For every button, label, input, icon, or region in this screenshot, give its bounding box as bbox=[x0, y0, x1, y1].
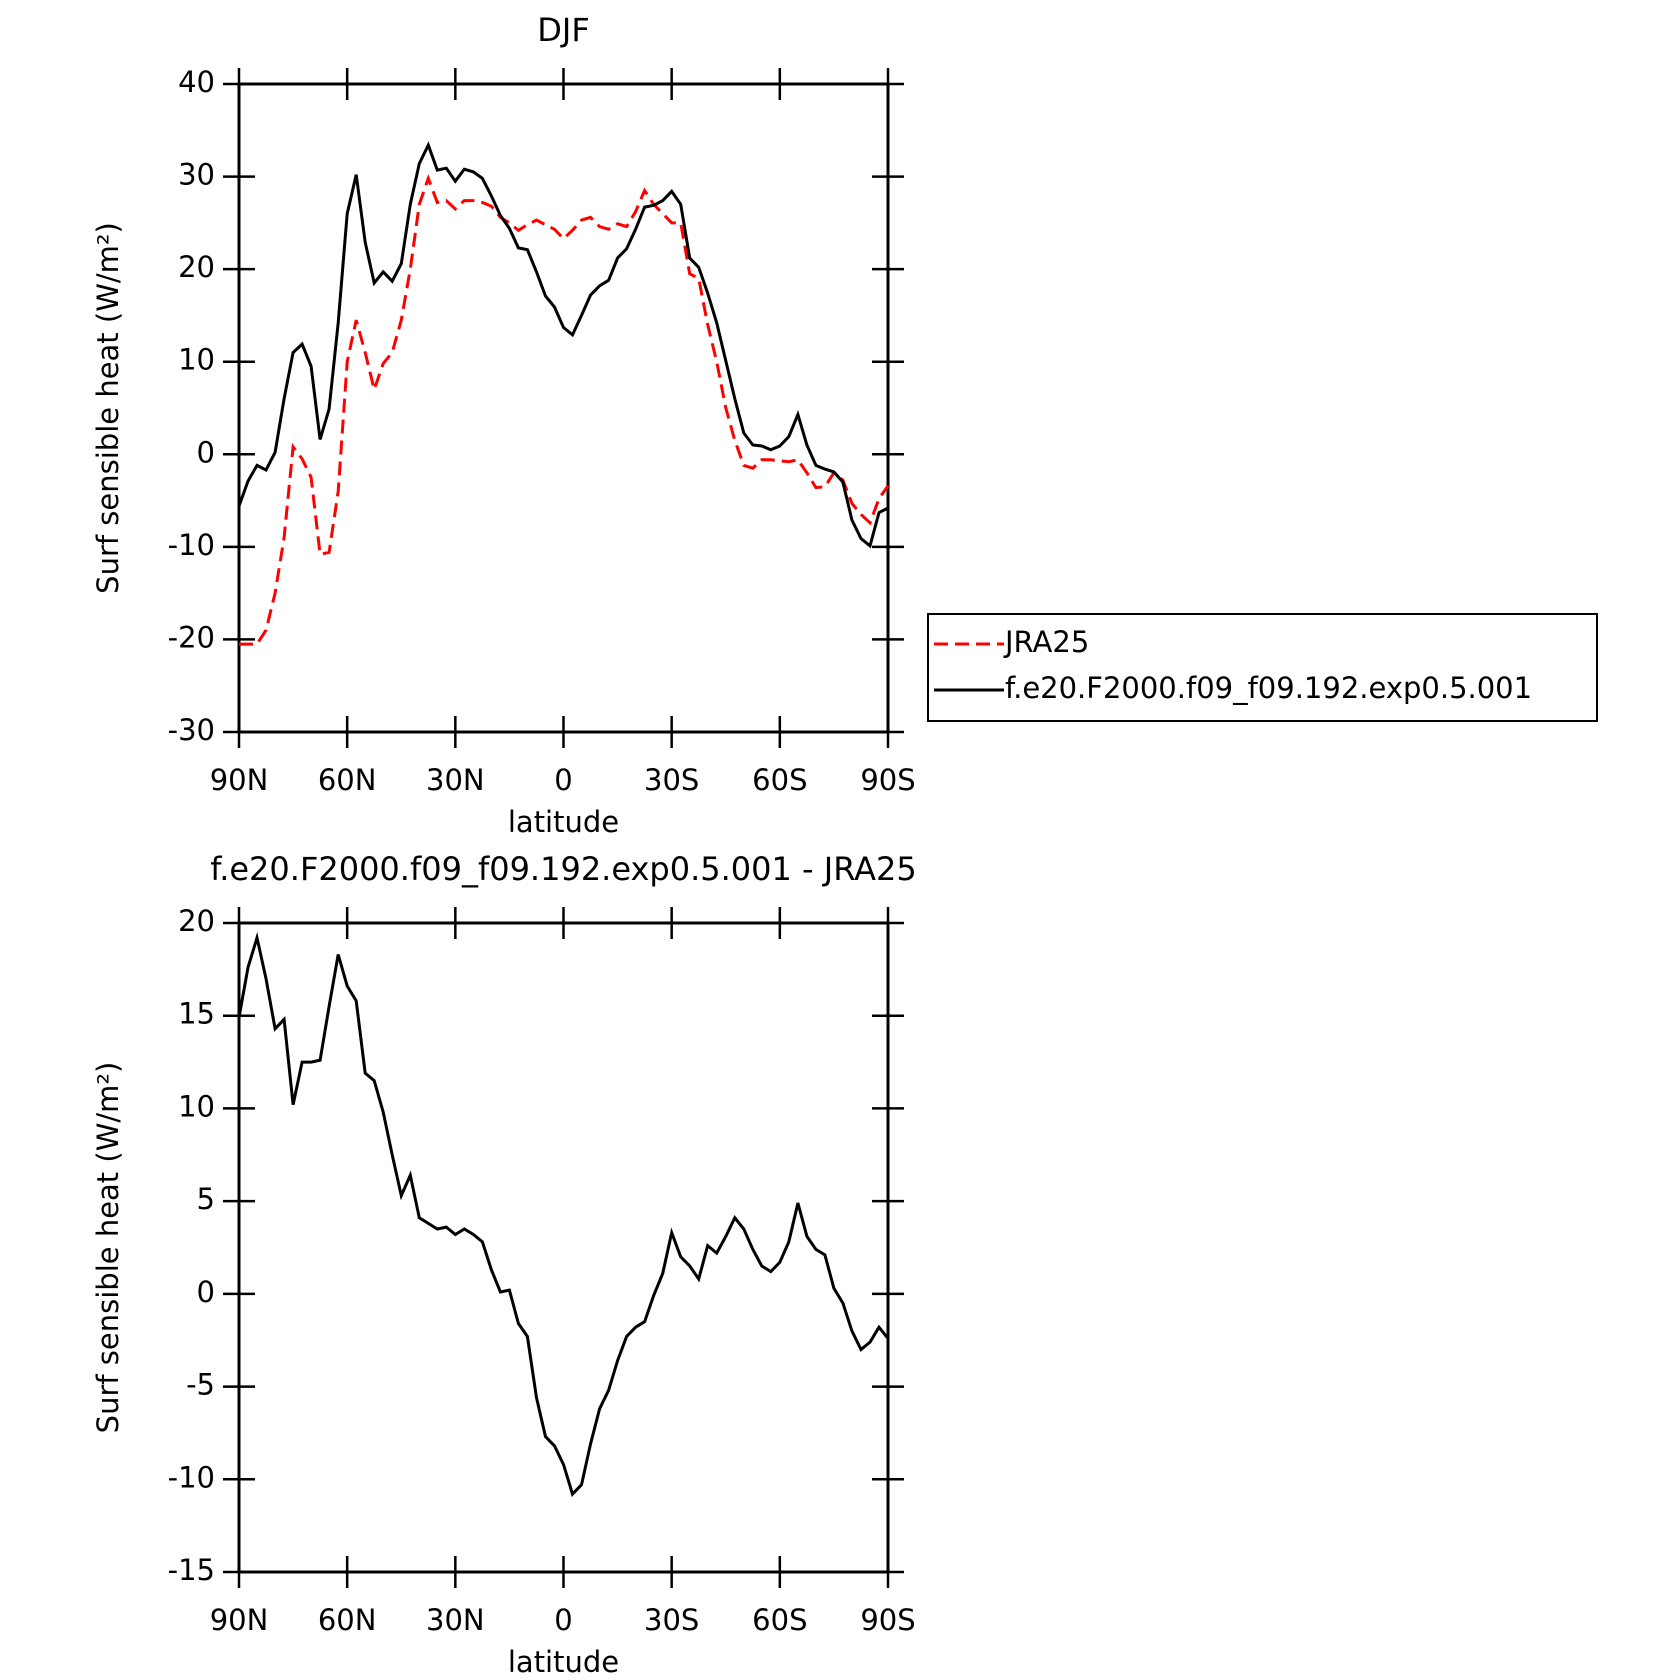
y-tick-label: 0 bbox=[197, 435, 215, 469]
data-line bbox=[237, 931, 890, 1497]
x-tick-label: 30S bbox=[644, 1603, 699, 1637]
y-tick-label: 20 bbox=[178, 250, 215, 284]
x-tick-label: 60N bbox=[318, 763, 377, 797]
data-line bbox=[239, 173, 890, 646]
x-tick-label: 90N bbox=[210, 763, 269, 797]
x-tick-label: 60N bbox=[318, 1603, 377, 1637]
x-tick-label: 90S bbox=[860, 763, 915, 797]
x-tick-label: 60S bbox=[752, 1603, 807, 1637]
y-tick-label: 10 bbox=[178, 343, 215, 377]
x-tick-label: 30S bbox=[644, 763, 699, 797]
legend-label: f.e20.F2000.f09_f09.192.exp0.5.001 bbox=[1005, 671, 1532, 705]
y-tick-label: -10 bbox=[168, 1460, 215, 1494]
y-tick-label: 20 bbox=[178, 904, 215, 938]
data-line bbox=[237, 141, 889, 549]
y-tick-label: -15 bbox=[168, 1553, 215, 1587]
x-tick-label: 30N bbox=[426, 763, 485, 797]
y-tick-label: 10 bbox=[178, 1089, 215, 1123]
y-tick-label: -20 bbox=[168, 620, 215, 654]
x-tick-label: 30N bbox=[426, 1603, 485, 1637]
x-tick-label: 90S bbox=[860, 1603, 915, 1637]
legend-label: JRA25 bbox=[1003, 625, 1089, 659]
legend-box bbox=[927, 613, 1598, 722]
y-tick-label: 0 bbox=[197, 1275, 215, 1309]
chart-title: DJF bbox=[537, 11, 589, 49]
chart-title: f.e20.F2000.f09_f09.192.exp0.5.001 - JRA… bbox=[210, 850, 916, 888]
plot-frame bbox=[237, 82, 890, 734]
y-tick-label: 15 bbox=[178, 997, 215, 1031]
y-tick-label: 5 bbox=[197, 1182, 215, 1216]
x-tick-label: 60S bbox=[752, 763, 807, 797]
x-tick-label: 0 bbox=[554, 1603, 572, 1637]
y-tick-label: -30 bbox=[168, 713, 215, 747]
y-axis-label: Surf sensible heat (W/m²) bbox=[91, 222, 125, 594]
x-axis-label: latitude bbox=[508, 805, 619, 839]
y-tick-label: -5 bbox=[186, 1368, 215, 1402]
x-tick-label: 90N bbox=[210, 1603, 269, 1637]
y-axis-label: Surf sensible heat (W/m²) bbox=[91, 1062, 125, 1434]
x-axis-label: latitude bbox=[508, 1645, 619, 1679]
plot-frame bbox=[237, 921, 890, 1574]
y-tick-label: -10 bbox=[168, 528, 215, 562]
y-tick-label: 40 bbox=[178, 65, 215, 99]
x-tick-label: 0 bbox=[554, 763, 572, 797]
y-tick-label: 30 bbox=[178, 158, 215, 192]
